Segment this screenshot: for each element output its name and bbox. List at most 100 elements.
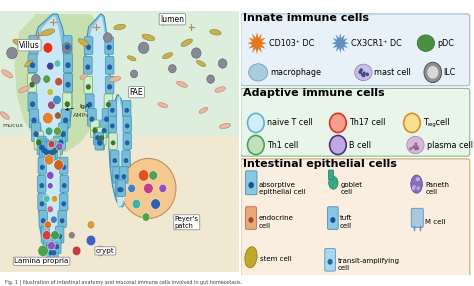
Circle shape [46,62,54,70]
Circle shape [144,183,153,194]
Text: cell: cell [433,118,449,128]
Ellipse shape [407,136,424,154]
Circle shape [86,84,91,90]
Text: mast cell: mast cell [374,68,411,77]
Circle shape [43,234,48,239]
Circle shape [7,47,17,59]
Text: macrophage: macrophage [270,68,321,77]
Circle shape [55,144,61,150]
FancyBboxPatch shape [39,139,49,158]
Circle shape [138,42,149,53]
Circle shape [51,231,59,240]
FancyBboxPatch shape [60,175,68,192]
FancyBboxPatch shape [123,133,131,149]
Circle shape [112,158,117,163]
FancyBboxPatch shape [241,159,470,277]
FancyBboxPatch shape [328,170,334,180]
Circle shape [95,245,106,257]
Circle shape [130,70,137,78]
FancyBboxPatch shape [109,133,117,149]
FancyBboxPatch shape [60,157,68,174]
Text: Th17 cell: Th17 cell [348,118,385,128]
FancyBboxPatch shape [28,54,37,73]
Circle shape [207,75,214,83]
Ellipse shape [109,77,121,82]
Text: transit-amplifying
cell: transit-amplifying cell [337,258,400,271]
Circle shape [55,244,59,249]
Text: Lamina propria: Lamina propria [14,258,69,264]
Circle shape [169,65,176,73]
Ellipse shape [18,86,29,93]
Circle shape [31,118,36,123]
Circle shape [329,113,346,132]
FancyBboxPatch shape [64,54,73,73]
Circle shape [424,62,442,83]
Circle shape [98,140,103,146]
Circle shape [95,135,100,141]
FancyBboxPatch shape [104,94,113,112]
Circle shape [48,250,53,255]
FancyBboxPatch shape [119,167,128,183]
Circle shape [103,33,112,42]
Text: reg: reg [428,122,437,127]
FancyBboxPatch shape [58,210,66,227]
FancyBboxPatch shape [44,237,52,253]
Circle shape [417,144,420,148]
Circle shape [410,144,413,147]
Text: CD103⁺ DC: CD103⁺ DC [269,39,314,48]
Circle shape [47,183,53,189]
Text: M cell: M cell [425,219,446,225]
Ellipse shape [163,53,173,59]
Text: mucus: mucus [2,124,23,128]
Circle shape [86,45,91,50]
Ellipse shape [181,39,192,46]
Text: Paneth
cell: Paneth cell [425,182,449,195]
Circle shape [329,136,346,155]
Text: naive T cell: naive T cell [267,118,312,128]
FancyBboxPatch shape [84,76,92,94]
Circle shape [86,235,96,246]
Circle shape [43,112,53,124]
Ellipse shape [215,87,226,92]
Ellipse shape [13,39,26,46]
Circle shape [53,95,61,105]
Circle shape [45,127,53,135]
Text: T: T [423,118,428,128]
FancyBboxPatch shape [34,131,43,150]
Circle shape [416,142,419,145]
Circle shape [62,201,66,206]
Circle shape [138,170,149,181]
Circle shape [121,158,176,218]
Ellipse shape [2,70,13,78]
FancyBboxPatch shape [63,93,72,112]
Circle shape [53,147,58,153]
Circle shape [191,48,201,58]
Circle shape [404,113,420,132]
Circle shape [42,231,51,240]
Circle shape [107,64,112,70]
Circle shape [40,201,45,206]
FancyBboxPatch shape [41,226,50,243]
Circle shape [43,43,53,53]
FancyBboxPatch shape [54,136,63,155]
Circle shape [219,59,227,68]
Polygon shape [331,33,349,53]
Circle shape [125,108,129,113]
Circle shape [38,245,48,257]
Circle shape [68,232,75,239]
FancyBboxPatch shape [37,175,46,192]
FancyBboxPatch shape [49,141,58,160]
FancyBboxPatch shape [123,116,131,132]
Ellipse shape [196,61,206,66]
Polygon shape [29,14,72,149]
Text: stem cell: stem cell [260,256,292,262]
Circle shape [65,62,71,68]
Circle shape [48,150,54,156]
Circle shape [414,186,418,190]
Text: tuft
cell: tuft cell [340,215,352,229]
Text: IgA: IgA [66,104,89,110]
Text: lumen: lumen [160,15,184,24]
Circle shape [414,142,417,145]
Polygon shape [36,17,66,146]
Circle shape [43,75,51,83]
